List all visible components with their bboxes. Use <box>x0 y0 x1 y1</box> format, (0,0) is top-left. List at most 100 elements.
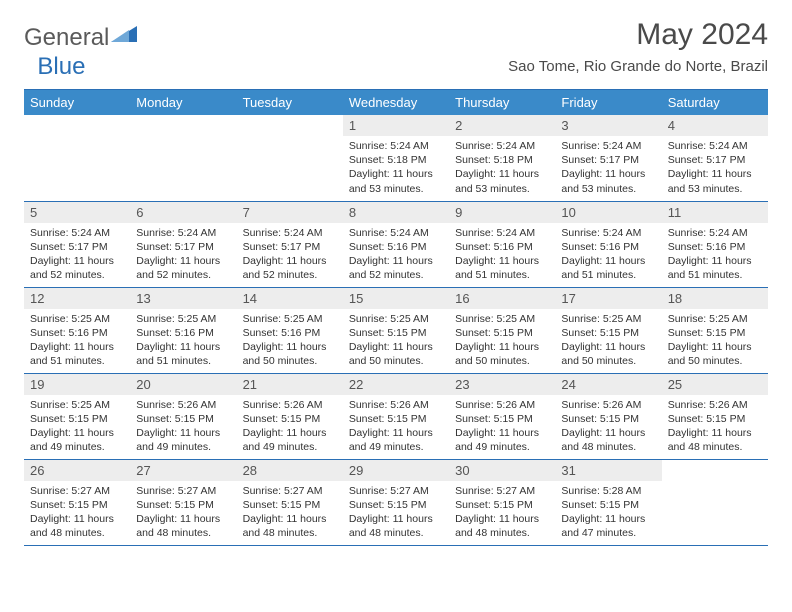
calendar-cell: 9Sunrise: 5:24 AMSunset: 5:16 PMDaylight… <box>449 201 555 287</box>
day-number: 13 <box>130 288 236 309</box>
weekday-header: Tuesday <box>237 90 343 116</box>
day-details: Sunrise: 5:24 AMSunset: 5:17 PMDaylight:… <box>24 223 130 287</box>
day-number: 14 <box>237 288 343 309</box>
day-number: 22 <box>343 374 449 395</box>
calendar-cell: 2Sunrise: 5:24 AMSunset: 5:18 PMDaylight… <box>449 115 555 201</box>
calendar-week: 5Sunrise: 5:24 AMSunset: 5:17 PMDaylight… <box>24 201 768 287</box>
day-number: 2 <box>449 115 555 136</box>
calendar-cell: 20Sunrise: 5:26 AMSunset: 5:15 PMDayligh… <box>130 373 236 459</box>
day-number: 16 <box>449 288 555 309</box>
day-details: Sunrise: 5:24 AMSunset: 5:16 PMDaylight:… <box>343 223 449 287</box>
day-number: 3 <box>555 115 661 136</box>
calendar-header-row: SundayMondayTuesdayWednesdayThursdayFrid… <box>24 90 768 116</box>
brand-blue: Blue <box>37 53 85 81</box>
calendar-cell <box>662 459 768 545</box>
calendar-cell: 19Sunrise: 5:25 AMSunset: 5:15 PMDayligh… <box>24 373 130 459</box>
weekday-header: Wednesday <box>343 90 449 116</box>
day-number: 25 <box>662 374 768 395</box>
day-details: Sunrise: 5:24 AMSunset: 5:17 PMDaylight:… <box>662 136 768 200</box>
day-number: 27 <box>130 460 236 481</box>
day-number: 28 <box>237 460 343 481</box>
day-details: Sunrise: 5:25 AMSunset: 5:16 PMDaylight:… <box>24 309 130 373</box>
day-details: Sunrise: 5:24 AMSunset: 5:17 PMDaylight:… <box>237 223 343 287</box>
calendar-cell: 29Sunrise: 5:27 AMSunset: 5:15 PMDayligh… <box>343 459 449 545</box>
calendar-cell <box>130 115 236 201</box>
calendar-cell: 6Sunrise: 5:24 AMSunset: 5:17 PMDaylight… <box>130 201 236 287</box>
day-details: Sunrise: 5:26 AMSunset: 5:15 PMDaylight:… <box>555 395 661 459</box>
day-number: 23 <box>449 374 555 395</box>
calendar-page: General May 2024 Sao Tome, Rio Grande do… <box>0 0 792 556</box>
brand-logo: General <box>24 24 139 52</box>
day-details: Sunrise: 5:25 AMSunset: 5:15 PMDaylight:… <box>449 309 555 373</box>
day-details: Sunrise: 5:26 AMSunset: 5:15 PMDaylight:… <box>662 395 768 459</box>
calendar-cell: 25Sunrise: 5:26 AMSunset: 5:15 PMDayligh… <box>662 373 768 459</box>
calendar-cell: 10Sunrise: 5:24 AMSunset: 5:16 PMDayligh… <box>555 201 661 287</box>
day-details: Sunrise: 5:25 AMSunset: 5:15 PMDaylight:… <box>343 309 449 373</box>
calendar-cell: 28Sunrise: 5:27 AMSunset: 5:15 PMDayligh… <box>237 459 343 545</box>
calendar-cell: 24Sunrise: 5:26 AMSunset: 5:15 PMDayligh… <box>555 373 661 459</box>
day-details: Sunrise: 5:24 AMSunset: 5:18 PMDaylight:… <box>449 136 555 200</box>
calendar-cell: 26Sunrise: 5:27 AMSunset: 5:15 PMDayligh… <box>24 459 130 545</box>
day-number: 4 <box>662 115 768 136</box>
day-details: Sunrise: 5:24 AMSunset: 5:16 PMDaylight:… <box>662 223 768 287</box>
weekday-header: Thursday <box>449 90 555 116</box>
day-number: 5 <box>24 202 130 223</box>
calendar-cell: 8Sunrise: 5:24 AMSunset: 5:16 PMDaylight… <box>343 201 449 287</box>
calendar-cell: 3Sunrise: 5:24 AMSunset: 5:17 PMDaylight… <box>555 115 661 201</box>
day-details: Sunrise: 5:25 AMSunset: 5:16 PMDaylight:… <box>237 309 343 373</box>
month-title: May 2024 <box>508 18 768 52</box>
day-number: 31 <box>555 460 661 481</box>
calendar-cell: 14Sunrise: 5:25 AMSunset: 5:16 PMDayligh… <box>237 287 343 373</box>
calendar-cell: 30Sunrise: 5:27 AMSunset: 5:15 PMDayligh… <box>449 459 555 545</box>
day-details: Sunrise: 5:24 AMSunset: 5:17 PMDaylight:… <box>130 223 236 287</box>
calendar-cell: 7Sunrise: 5:24 AMSunset: 5:17 PMDaylight… <box>237 201 343 287</box>
calendar-cell: 11Sunrise: 5:24 AMSunset: 5:16 PMDayligh… <box>662 201 768 287</box>
day-details: Sunrise: 5:25 AMSunset: 5:15 PMDaylight:… <box>555 309 661 373</box>
calendar-cell: 5Sunrise: 5:24 AMSunset: 5:17 PMDaylight… <box>24 201 130 287</box>
weekday-header: Sunday <box>24 90 130 116</box>
day-details: Sunrise: 5:24 AMSunset: 5:16 PMDaylight:… <box>555 223 661 287</box>
day-details: Sunrise: 5:27 AMSunset: 5:15 PMDaylight:… <box>130 481 236 545</box>
day-details: Sunrise: 5:27 AMSunset: 5:15 PMDaylight:… <box>449 481 555 545</box>
day-details: Sunrise: 5:27 AMSunset: 5:15 PMDaylight:… <box>237 481 343 545</box>
brand-general: General <box>24 24 109 52</box>
day-number: 21 <box>237 374 343 395</box>
day-details: Sunrise: 5:25 AMSunset: 5:15 PMDaylight:… <box>24 395 130 459</box>
calendar-cell: 4Sunrise: 5:24 AMSunset: 5:17 PMDaylight… <box>662 115 768 201</box>
brand-triangle-icon <box>111 24 139 49</box>
calendar-cell <box>237 115 343 201</box>
day-details: Sunrise: 5:24 AMSunset: 5:18 PMDaylight:… <box>343 136 449 200</box>
calendar-week: 12Sunrise: 5:25 AMSunset: 5:16 PMDayligh… <box>24 287 768 373</box>
calendar-cell <box>24 115 130 201</box>
day-number: 15 <box>343 288 449 309</box>
location-text: Sao Tome, Rio Grande do Norte, Brazil <box>508 58 768 75</box>
title-block: May 2024 Sao Tome, Rio Grande do Norte, … <box>508 18 768 75</box>
calendar-cell: 17Sunrise: 5:25 AMSunset: 5:15 PMDayligh… <box>555 287 661 373</box>
day-number: 6 <box>130 202 236 223</box>
calendar-week: 19Sunrise: 5:25 AMSunset: 5:15 PMDayligh… <box>24 373 768 459</box>
day-details: Sunrise: 5:26 AMSunset: 5:15 PMDaylight:… <box>343 395 449 459</box>
calendar-cell: 23Sunrise: 5:26 AMSunset: 5:15 PMDayligh… <box>449 373 555 459</box>
day-number: 26 <box>24 460 130 481</box>
day-number: 8 <box>343 202 449 223</box>
day-details: Sunrise: 5:28 AMSunset: 5:15 PMDaylight:… <box>555 481 661 545</box>
calendar-body: 1Sunrise: 5:24 AMSunset: 5:18 PMDaylight… <box>24 115 768 545</box>
weekday-header: Friday <box>555 90 661 116</box>
day-details: Sunrise: 5:26 AMSunset: 5:15 PMDaylight:… <box>237 395 343 459</box>
calendar-week: 26Sunrise: 5:27 AMSunset: 5:15 PMDayligh… <box>24 459 768 545</box>
weekday-header: Monday <box>130 90 236 116</box>
calendar-cell: 31Sunrise: 5:28 AMSunset: 5:15 PMDayligh… <box>555 459 661 545</box>
calendar-cell: 1Sunrise: 5:24 AMSunset: 5:18 PMDaylight… <box>343 115 449 201</box>
calendar-cell: 18Sunrise: 5:25 AMSunset: 5:15 PMDayligh… <box>662 287 768 373</box>
day-details: Sunrise: 5:25 AMSunset: 5:16 PMDaylight:… <box>130 309 236 373</box>
day-number: 24 <box>555 374 661 395</box>
day-number: 1 <box>343 115 449 136</box>
day-number: 20 <box>130 374 236 395</box>
weekday-header: Saturday <box>662 90 768 116</box>
calendar-cell: 13Sunrise: 5:25 AMSunset: 5:16 PMDayligh… <box>130 287 236 373</box>
calendar-cell: 12Sunrise: 5:25 AMSunset: 5:16 PMDayligh… <box>24 287 130 373</box>
day-number: 12 <box>24 288 130 309</box>
day-details: Sunrise: 5:26 AMSunset: 5:15 PMDaylight:… <box>449 395 555 459</box>
calendar-table: SundayMondayTuesdayWednesdayThursdayFrid… <box>24 89 768 546</box>
day-number: 7 <box>237 202 343 223</box>
